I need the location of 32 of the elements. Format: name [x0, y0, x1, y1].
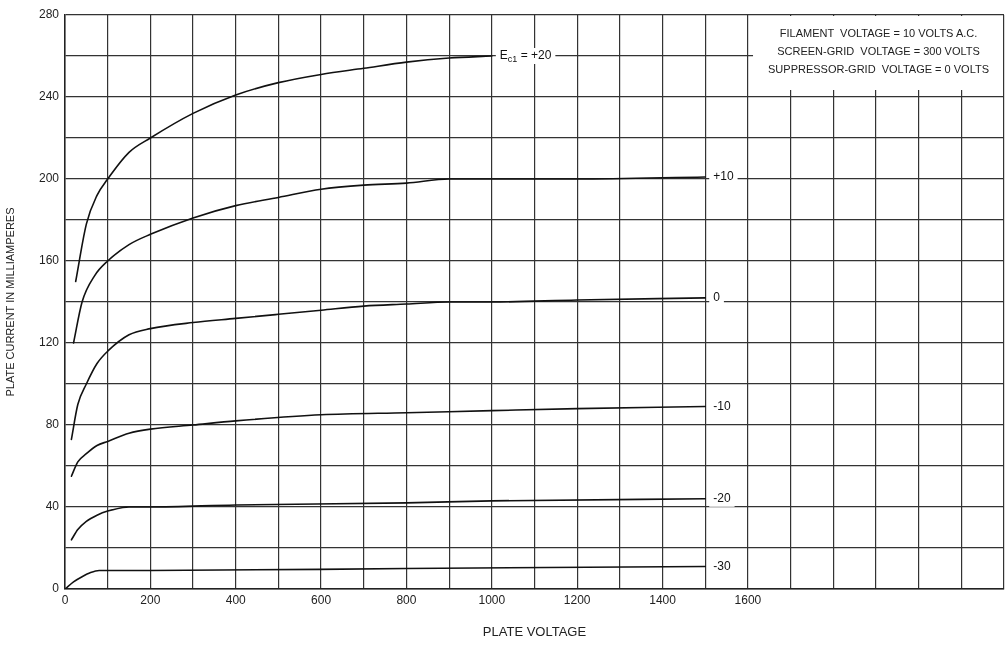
- series-label: -10: [713, 398, 731, 413]
- annotation: SCREEN-GRID VOLTAGE = 300 VOLTS: [777, 45, 980, 58]
- line-series: [65, 565, 707, 589]
- x-tick-label: 600: [311, 592, 332, 607]
- y-tick-label: 160: [38, 253, 60, 268]
- y-tick-label: 280: [38, 7, 60, 22]
- line-series: [72, 176, 707, 344]
- line-series: [74, 55, 493, 283]
- x-axis-title: PLATE VOLTAGE: [482, 623, 587, 639]
- annotation: FILAMENT VOLTAGE = 10 VOLTS A.C.: [779, 27, 978, 40]
- x-tick-label: 1000: [478, 592, 506, 607]
- y-tick-label: 40: [45, 499, 60, 514]
- series-label: 0: [713, 290, 721, 305]
- annotation: SUPPRESSOR-GRID VOLTAGE = 0 VOLTS: [768, 63, 990, 76]
- y-axis-title: PLATE CURRENT IN MILLIAMPERES: [3, 207, 16, 397]
- y-tick-label: 200: [38, 171, 60, 186]
- y-tick-label: 0: [52, 581, 60, 596]
- x-tick-label: 800: [396, 592, 417, 607]
- line-series: [70, 297, 707, 441]
- y-tick-label: 80: [45, 417, 60, 432]
- line-series: [70, 498, 707, 541]
- series-label: -20: [713, 491, 731, 506]
- series-label: -30: [713, 558, 731, 573]
- y-tick-label: 120: [38, 335, 60, 350]
- x-tick-label: 400: [225, 592, 247, 607]
- y-tick-label: 240: [38, 89, 60, 104]
- x-tick-label: 200: [140, 592, 161, 607]
- x-tick-label: 1200: [563, 592, 591, 607]
- x-tick-label: 1600: [734, 592, 762, 607]
- x-tick-label: 1400: [649, 592, 677, 607]
- line-series: [70, 405, 707, 478]
- series-label: +10: [713, 169, 734, 184]
